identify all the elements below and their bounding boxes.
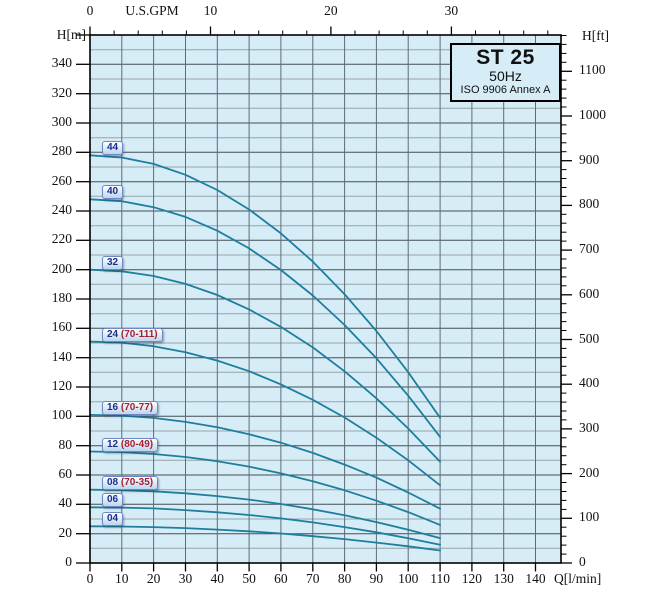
left-tick-label-180: 180	[51, 290, 72, 305]
left-tick-label-240: 240	[51, 202, 72, 217]
bottom-tick-label-140: 140	[525, 571, 546, 586]
top-axis-title: U.S.GPM	[125, 3, 179, 18]
top-tick-label-20: 20	[324, 3, 338, 18]
left-tick-label-120: 120	[51, 378, 72, 393]
right-tick-label-600: 600	[579, 285, 600, 301]
left-tick-label-260: 260	[51, 172, 72, 188]
bottom-tick-label-70: 70	[306, 571, 320, 586]
left-tick-label-40: 40	[58, 495, 73, 511]
right-tick-label-1000: 1000	[579, 107, 606, 122]
right-tick-label-500: 500	[579, 330, 600, 346]
stage-count: 16	[107, 401, 119, 413]
curve-24	[89, 340, 442, 487]
right-tick-label-300: 300	[579, 419, 600, 435]
curve-44	[89, 154, 442, 419]
curve-40	[89, 198, 442, 438]
bottom-tick-label-100: 100	[398, 571, 419, 586]
right-tick-label-800: 800	[579, 196, 600, 212]
stage-count: 06	[107, 494, 119, 506]
right-tick-label-1100: 1100	[579, 62, 606, 78]
test-standard: ISO 9906 Annex A	[460, 84, 551, 96]
right-tick-label-100: 100	[579, 509, 600, 525]
bottom-tick-label-110: 110	[430, 571, 450, 586]
left-tick-label-280: 280	[51, 143, 72, 159]
left-tick-label-220: 220	[51, 231, 72, 247]
bottom-tick-label-10: 10	[115, 571, 129, 586]
stage-count: 32	[107, 256, 119, 268]
bottom-tick-label-30: 30	[178, 571, 193, 586]
chart-title-box: ST 25 50Hz ISO 9906 Annex A	[450, 43, 561, 102]
curve-label-04: 04	[102, 512, 124, 527]
stage-count: 08	[107, 476, 119, 488]
left-axis-title: H[m]	[56, 27, 86, 42]
bottom-tick-label-120: 120	[461, 571, 483, 586]
left-tick-label-340: 340	[51, 55, 72, 71]
curve-label-40: 40	[102, 185, 124, 200]
curve-label-06: 06	[102, 493, 124, 508]
curve-08	[89, 488, 442, 539]
right-tick-label-400: 400	[579, 375, 600, 391]
stage-range: (70-77)	[118, 401, 154, 413]
stage-count: 04	[107, 513, 119, 525]
curve-12	[89, 450, 442, 526]
bottom-tick-label-60: 60	[274, 571, 288, 586]
left-tick-label-300: 300	[51, 114, 72, 129]
left-tick-label-160: 160	[51, 319, 72, 335]
bottom-axis-title: Q[l/min]	[554, 571, 602, 586]
bottom-tick-label-130: 130	[493, 571, 514, 586]
curve-label-24: 24 (70-111)	[102, 327, 163, 342]
stage-count: 44	[107, 142, 119, 154]
stage-range: (70-35)	[118, 476, 154, 488]
right-tick-label-0: 0	[579, 554, 586, 569]
right-tick-label-900: 900	[579, 151, 600, 167]
left-tick-label-140: 140	[51, 348, 72, 364]
curve-04	[89, 525, 442, 552]
curve-06	[89, 506, 442, 546]
curve-label-16: 16 (70-77)	[102, 400, 159, 415]
stage-count: 24	[107, 328, 119, 340]
top-tick-label-0: 0	[86, 3, 94, 18]
bottom-tick-label-80: 80	[337, 571, 352, 586]
curve-32	[89, 268, 442, 463]
curve-16	[89, 413, 442, 510]
left-tick-label-320: 320	[51, 84, 72, 100]
bottom-tick-label-90: 90	[369, 571, 384, 586]
top-tick-label-10: 10	[203, 3, 218, 18]
bottom-tick-label-0: 0	[86, 571, 94, 586]
bottom-tick-label-50: 50	[242, 571, 256, 586]
left-tick-label-80: 80	[58, 436, 73, 452]
bottom-tick-label-20: 20	[146, 571, 161, 586]
top-tick-label-30: 30	[444, 3, 459, 18]
stage-count: 40	[107, 186, 119, 198]
stage-count: 12	[107, 438, 119, 450]
pump-frequency: 50Hz	[489, 68, 522, 84]
right-tick-label-700: 700	[579, 241, 600, 257]
stage-range: (70-111)	[118, 328, 158, 340]
pump-model: ST 25	[476, 46, 535, 69]
curve-label-44: 44	[102, 141, 124, 156]
left-tick-label-60: 60	[58, 466, 73, 481]
right-tick-label-200: 200	[579, 464, 600, 480]
left-tick-label-20: 20	[58, 524, 73, 540]
left-tick-label-100: 100	[51, 407, 72, 423]
bottom-tick-label-40: 40	[210, 571, 225, 586]
left-tick-label-200: 200	[51, 260, 72, 276]
curve-label-12: 12 (80-49)	[102, 437, 159, 452]
stage-range: (80-49)	[118, 438, 154, 450]
right-axis-title: H[ft]	[582, 28, 609, 43]
curve-label-08: 08 (70-35)	[102, 475, 159, 490]
left-tick-label-0: 0	[65, 554, 72, 569]
curve-label-32: 32	[102, 255, 124, 270]
